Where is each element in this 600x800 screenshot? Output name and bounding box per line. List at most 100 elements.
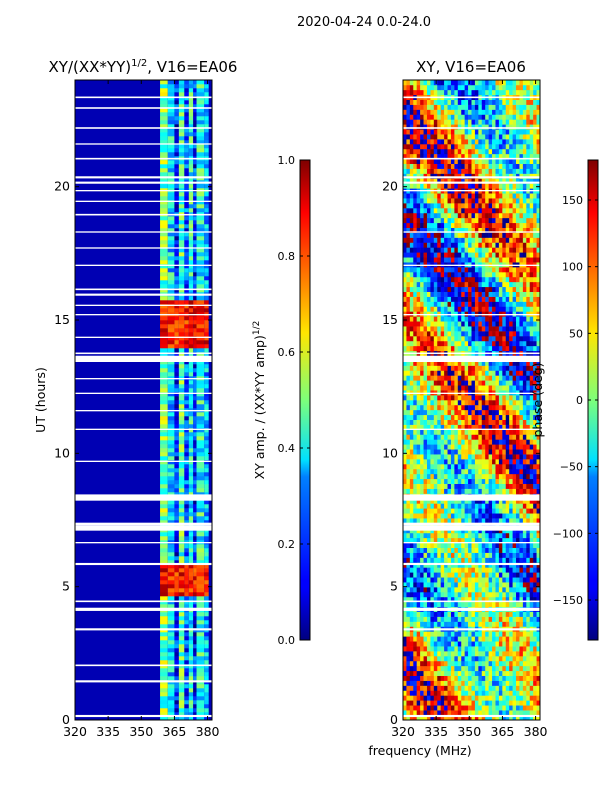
right-heatmap-cell — [450, 695, 455, 701]
left-heatmap-cell — [174, 120, 179, 125]
right-heatmap-cell — [478, 345, 483, 352]
right-heatmap-cell — [485, 670, 489, 676]
right-heatmap-cell — [444, 459, 448, 465]
right-heatmap-cell — [495, 439, 500, 445]
right-heatmap-cell — [485, 542, 489, 548]
right-heatmap-cell — [533, 429, 537, 435]
right-heatmap-cell — [406, 301, 411, 307]
left-heatmap-cell — [167, 120, 175, 125]
right-heatmap-cell — [536, 429, 540, 435]
right-heatmap-cell — [468, 444, 472, 450]
right-heatmap-cell — [457, 587, 462, 593]
left-heatmap-cell — [193, 504, 197, 509]
right-heatmap-cell — [450, 665, 455, 672]
right-heatmap-cell — [468, 508, 472, 514]
left-heatmap-cell — [184, 244, 189, 249]
right-heatmap-cell — [440, 601, 445, 608]
right-heatmap-cell — [485, 444, 489, 450]
right-heatmap-cell — [512, 296, 517, 302]
right-heatmap-cell — [481, 395, 486, 401]
left-heatmap-cell — [174, 604, 179, 609]
right-heatmap-cell — [492, 424, 496, 430]
right-heatmap-cell — [413, 567, 417, 573]
right-heatmap-cell — [468, 395, 472, 401]
right-heatmap-cell — [468, 434, 472, 440]
right-heatmap-cell — [492, 395, 496, 401]
right-heatmap-cell — [416, 508, 421, 514]
left-heatmap-cell — [160, 88, 168, 93]
right-heatmap-cell — [522, 646, 527, 652]
right-heatmap-cell — [464, 577, 469, 583]
right-heatmap-cell — [464, 473, 469, 480]
right-heatmap-cell — [529, 473, 534, 480]
left-heatmap-cell — [160, 456, 168, 461]
left-heatmap-cell — [196, 560, 205, 565]
left-heatmap-cell — [188, 436, 194, 441]
left-heatmap-cell — [174, 448, 179, 453]
right-heatmap-cell — [481, 670, 486, 676]
left-heatmap-cell — [188, 500, 194, 505]
right-heatmap-cell — [474, 705, 479, 711]
right-heatmap-cell — [505, 483, 510, 489]
right-heatmap-cell — [454, 449, 459, 455]
right-heatmap-cell — [409, 636, 414, 642]
right-heatmap-cell — [488, 508, 493, 514]
right-heatmap-cell — [488, 444, 493, 450]
left-heatmap-cell — [167, 512, 175, 517]
left-heatmap-cell — [188, 536, 194, 541]
left-heatmap-cell — [184, 88, 189, 93]
right-heatmap-cell — [420, 370, 424, 376]
right-heatmap-cell — [447, 670, 452, 676]
right-heatmap-cell — [471, 473, 476, 480]
left-heatmap-cell — [204, 248, 209, 253]
right-heatmap-cell — [512, 660, 517, 667]
right-heatmap-cell — [488, 429, 493, 435]
right-heatmap-cell — [437, 395, 441, 401]
right-heatmap-cell — [481, 429, 486, 435]
right-heatmap-cell — [488, 616, 493, 622]
left-heatmap-cell — [178, 616, 185, 621]
right-heatmap-cell — [440, 331, 445, 337]
right-heatmap-cell — [481, 695, 486, 701]
right-heatmap-cell — [450, 409, 455, 416]
right-heatmap-cell — [529, 592, 534, 598]
left-heatmap-cell — [160, 352, 168, 357]
right-heatmap-cell — [502, 488, 507, 494]
right-heatmap-cell — [406, 513, 411, 519]
right-heatmap-cell — [450, 336, 455, 342]
right-heatmap-cell — [509, 370, 513, 376]
right-heatmap-cell — [454, 651, 459, 657]
right-heatmap-cell — [526, 596, 531, 603]
right-heatmap-cell — [461, 572, 465, 578]
right-heatmap-cell — [423, 700, 428, 706]
right-heatmap-cell — [471, 301, 476, 307]
right-heatmap-cell — [444, 660, 448, 667]
right-heatmap-cell — [454, 370, 459, 376]
left-heatmap-cell — [204, 372, 209, 377]
left-heatmap-cell — [204, 340, 209, 345]
right-heatmap-cell — [495, 601, 500, 608]
right-heatmap-cell — [522, 375, 527, 381]
right-heatmap-cell — [403, 596, 407, 603]
right-heatmap-cell — [512, 690, 517, 696]
left-heatmap-cell — [188, 328, 194, 333]
right-heatmap-cell — [502, 375, 507, 381]
left-heatmap-cell — [188, 508, 194, 513]
left-heatmap-cell — [196, 432, 205, 437]
right-heatmap-cell — [403, 464, 407, 470]
right-heatmap-cell — [447, 444, 452, 450]
right-heatmap-cell — [444, 695, 448, 701]
left-heatmap-cell — [167, 428, 175, 433]
left-heatmap-cell — [193, 396, 197, 401]
right-heatmap-cell — [409, 473, 414, 480]
left-heatmap-cell — [174, 672, 179, 677]
left-heatmap-cell — [174, 152, 179, 157]
left-heatmap-cell — [160, 536, 168, 541]
left-heatmap-cell — [160, 440, 168, 445]
right-heatmap-cell — [488, 409, 493, 416]
left-heatmap-cell — [160, 580, 168, 585]
left-heatmap-cell — [188, 200, 194, 205]
left-heatmap-cell — [174, 548, 179, 553]
left-heatmap-cell — [204, 620, 209, 625]
right-heatmap-cell — [492, 464, 496, 470]
